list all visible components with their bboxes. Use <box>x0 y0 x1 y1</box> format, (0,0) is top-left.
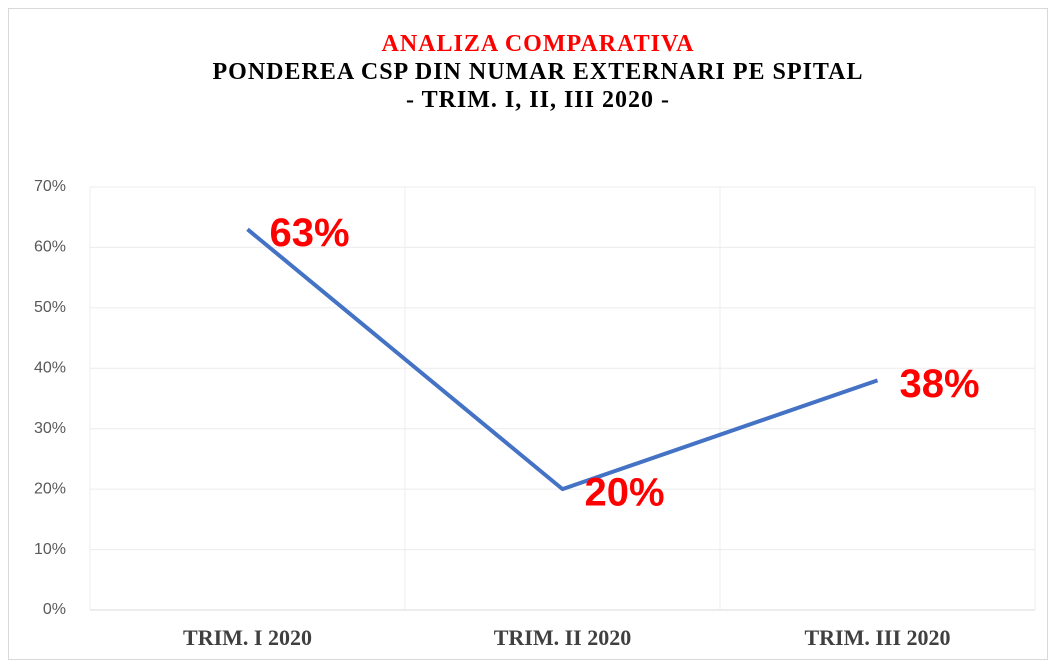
y-tick-label: 50% <box>34 299 66 316</box>
data-label: 63% <box>270 211 350 255</box>
y-tick-label: 70% <box>34 178 66 195</box>
chart-subtitle: PONDEREA CSP DIN NUMAR EXTERNARI PE SPIT… <box>212 59 864 85</box>
chart-frame <box>8 8 1048 660</box>
title-block: ANALIZA COMPARATIVA PONDEREA CSP DIN NUM… <box>158 30 918 114</box>
y-tick-label: 0% <box>43 601 66 618</box>
x-tick-label: TRIM. II 2020 <box>494 625 632 650</box>
y-tick-label: 10% <box>34 541 66 558</box>
y-tick-label: 30% <box>34 420 66 437</box>
x-tick-label: TRIM. I 2020 <box>183 625 312 650</box>
y-tick-label: 40% <box>34 360 66 377</box>
x-tick-label: TRIM. III 2020 <box>804 625 950 650</box>
chart-title: ANALIZA COMPARATIVA <box>381 31 695 57</box>
chart-period: - TRIM. I, II, III 2020 - <box>406 87 670 113</box>
data-label: 38% <box>900 362 980 406</box>
y-tick-label: 20% <box>34 480 66 497</box>
data-label: 20% <box>585 471 665 515</box>
y-tick-label: 60% <box>34 239 66 256</box>
line-series <box>246 227 879 492</box>
